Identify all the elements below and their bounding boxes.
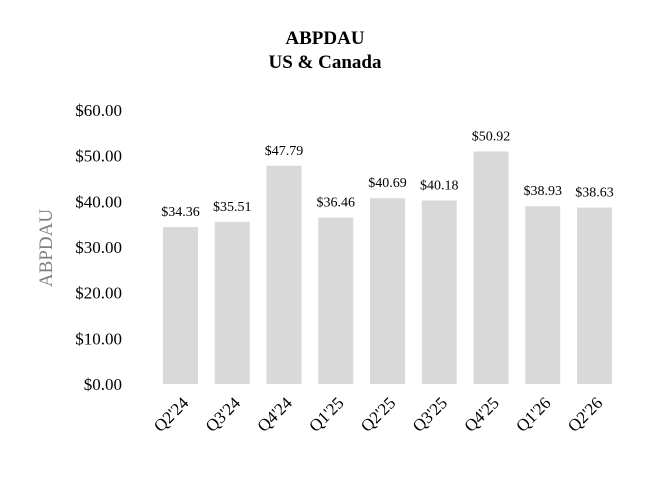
x-tick-label: Q2'26 (564, 393, 606, 435)
bar (214, 221, 250, 384)
bar (421, 200, 457, 384)
y-axis-ticks: $0.00 $10.00 $20.00 $30.00 $40.00 $50.00 $60.0… (75, 101, 122, 394)
data-label: $38.63 (575, 186, 614, 201)
y-tick-label: $50.00 (75, 147, 122, 166)
y-axis-label: ABPDAU (36, 209, 57, 287)
y-tick-label: $10.00 (75, 329, 122, 348)
bar (163, 227, 198, 384)
x-tick-label: Q3'25 (409, 393, 451, 435)
bar (266, 165, 302, 384)
x-tick-label: Q4'25 (461, 393, 503, 435)
bars-group (163, 151, 612, 384)
data-label: $36.46 (317, 195, 356, 210)
y-tick-label: $20.00 (75, 284, 122, 303)
y-tick-label: $60.00 (75, 101, 122, 120)
x-tick-label: Q2'24 (150, 393, 193, 436)
x-axis-ticks: Q2'24 Q3'24 Q4'24 Q1'25 Q2'25 Q3'25 Q4'25 Q1'26… (150, 393, 606, 436)
data-label: $40.18 (420, 179, 459, 194)
data-label: $35.51 (213, 200, 252, 215)
data-label: $38.93 (524, 184, 563, 199)
y-tick-label: $30.00 (75, 238, 122, 257)
x-tick-label: Q2'25 (357, 393, 399, 435)
data-label: $47.79 (265, 144, 304, 159)
data-label: $40.69 (368, 176, 407, 191)
bar (318, 217, 354, 384)
x-tick-label: Q1'26 (512, 393, 554, 435)
data-label: $50.92 (472, 129, 511, 144)
bar (525, 206, 561, 384)
x-tick-label: Q4'24 (254, 393, 297, 436)
chart-subtitle: US & Canada (269, 52, 382, 73)
bar (577, 207, 612, 384)
y-tick-label: $0.00 (84, 375, 122, 394)
x-tick-label: Q3'24 (202, 393, 245, 436)
data-label: $34.36 (161, 205, 200, 220)
x-tick-label: Q1'25 (305, 393, 347, 435)
bar (370, 198, 405, 384)
y-tick-label: $40.00 (75, 192, 122, 211)
data-labels-group: $34.36 $35.51 $47.79 $36.46 $40.69 $40.18 $50.… (161, 129, 614, 220)
chart-title: ABPDAU (285, 28, 364, 49)
bar (473, 151, 509, 384)
